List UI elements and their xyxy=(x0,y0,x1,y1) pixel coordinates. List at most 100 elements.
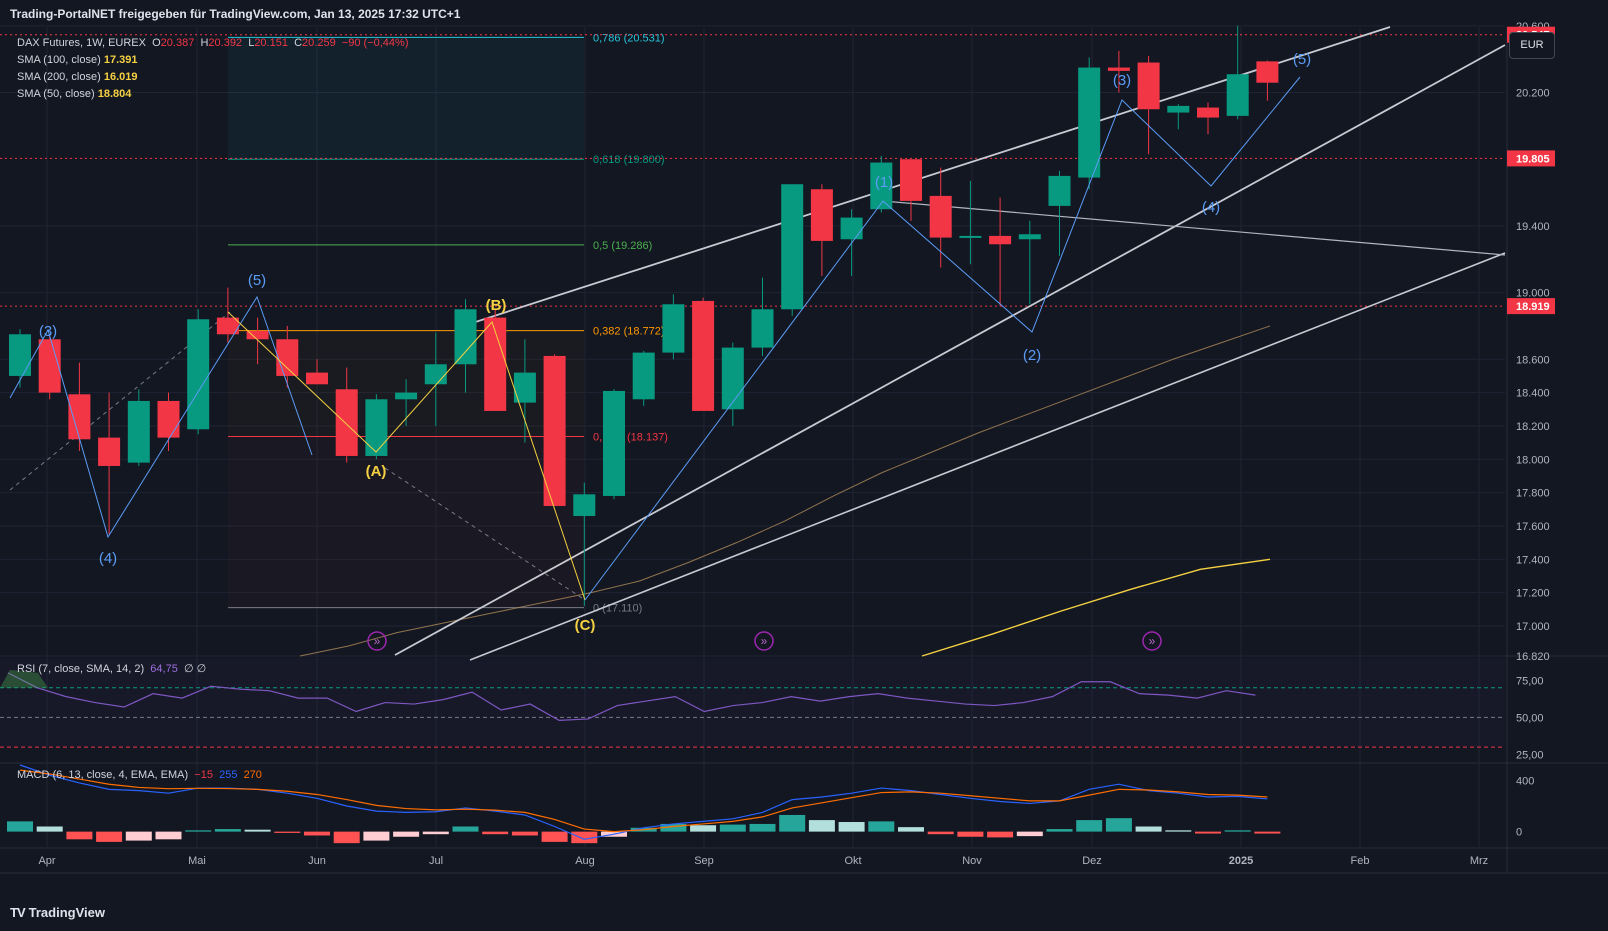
macd-histogram-bar xyxy=(749,823,776,832)
candle-body xyxy=(870,162,893,210)
rsi-legend[interactable]: RSI (7, close, SMA, 14, 2) 64,75 ∅ ∅ xyxy=(17,663,207,675)
candle-body xyxy=(632,352,655,400)
sma200-row[interactable]: SMA (200, close) 16.019 xyxy=(17,71,138,83)
ohlc-row: DAX Futures, 1W, EUREX O20.387 H20.392 L… xyxy=(17,37,409,49)
candle-body xyxy=(365,399,388,456)
price-tick-label: 16.820 xyxy=(1516,651,1550,663)
tradingview-logo[interactable]: TV TradingView xyxy=(10,905,105,920)
elliott-wave-impulse xyxy=(584,76,1301,601)
candle-body xyxy=(840,217,863,240)
candle-body xyxy=(9,334,31,376)
sma50-row[interactable]: SMA (50, close) 18.804 xyxy=(17,88,132,100)
candle-body xyxy=(276,339,299,376)
macd-histogram-bar xyxy=(274,831,301,833)
rsi-tick-label: 75,00 xyxy=(1516,675,1544,687)
macd-tick-label: 0 xyxy=(1516,827,1522,839)
candle-body xyxy=(989,235,1012,245)
event-marker-icon xyxy=(367,631,387,651)
time-axis-label: Apr xyxy=(38,855,55,867)
rsi-tick-label: 25,00 xyxy=(1516,750,1544,762)
fib-level-label: 0 (17.110) xyxy=(593,603,642,615)
macd-histogram-bar xyxy=(1195,831,1221,834)
sma100-row[interactable]: SMA (100, close) 17.391 xyxy=(17,54,138,66)
tradingview-logo-icon: TV xyxy=(10,905,26,920)
candle-body xyxy=(781,184,804,310)
wave-label: (4) xyxy=(1202,199,1220,216)
price-tick-label: 17.400 xyxy=(1516,554,1550,566)
macd-histogram-bar xyxy=(927,831,954,835)
candle-body xyxy=(603,390,625,496)
high-value: 20.392 xyxy=(208,37,243,49)
currency-button[interactable]: EUR xyxy=(1509,32,1555,59)
trendline-channel xyxy=(469,252,1506,661)
top-bar: Trading-PortalNET freigegeben für Tradin… xyxy=(0,0,1608,27)
header-text: Trading-PortalNET freigegeben für Tradin… xyxy=(10,7,461,21)
main-legend: DAX Futures, 1W, EUREX O20.387 H20.392 L… xyxy=(17,35,408,103)
trendline-wedge xyxy=(882,200,1506,256)
candle-body xyxy=(692,300,715,411)
fib-level-label: 0,5 (19.286) xyxy=(593,240,652,252)
wave-label: (3) xyxy=(39,323,57,340)
candle-body xyxy=(216,317,239,335)
macd-histogram-bar xyxy=(1254,831,1281,834)
time-axis-label: Aug xyxy=(575,855,595,867)
candle-body xyxy=(929,195,952,238)
open-value: 20.387 xyxy=(160,37,195,49)
wave-label: (C) xyxy=(575,617,596,634)
wave-label: (4) xyxy=(99,550,117,567)
price-tick-label: 18.600 xyxy=(1516,354,1550,366)
low-value: 20.151 xyxy=(254,37,288,49)
candle-body xyxy=(900,159,922,201)
macd-histogram-bar xyxy=(66,831,93,840)
rsi-band xyxy=(0,658,1505,748)
candle-body xyxy=(543,355,566,506)
symbol-label: DAX Futures, 1W, EUREX xyxy=(17,37,146,49)
trendline-lower xyxy=(394,44,1506,656)
macd-legend[interactable]: MACD (6, 13, close, 4, EMA, EMA) −15 255… xyxy=(17,769,262,781)
macd-histogram-bar xyxy=(511,831,538,836)
time-axis-label: Dez xyxy=(1082,855,1102,867)
candle-body xyxy=(573,494,596,516)
fib-level-label: (18.137) xyxy=(627,431,668,443)
candle-body xyxy=(1226,74,1249,116)
wave-label: (A) xyxy=(366,463,387,480)
event-marker-icon: » xyxy=(374,634,381,648)
fib-zone xyxy=(228,436,584,607)
time-axis-label: Jun xyxy=(308,855,326,867)
rsi-tick-label: 50,00 xyxy=(1516,712,1544,724)
price-tick-label: 17.800 xyxy=(1516,488,1550,500)
fib-level-label: 0, xyxy=(593,431,602,443)
candle-body xyxy=(662,304,685,353)
macd-histogram-bar xyxy=(214,829,241,832)
macd-histogram-bar xyxy=(1076,820,1103,832)
fib-zone xyxy=(228,37,584,160)
event-marker-icon: » xyxy=(761,634,768,648)
candle-body xyxy=(721,347,744,410)
candle-body xyxy=(246,330,269,340)
time-axis-label: Mrz xyxy=(1470,855,1488,867)
wave-label: (B) xyxy=(486,297,507,314)
price-tick-label: 17.000 xyxy=(1516,621,1550,633)
candle-body xyxy=(454,309,477,365)
macd-histogram-bar xyxy=(719,824,746,832)
candle-body xyxy=(306,372,328,385)
macd-histogram-bar xyxy=(422,831,449,835)
rsi-line xyxy=(7,672,1256,722)
wave-label: (5) xyxy=(1293,51,1311,68)
event-marker-icon: » xyxy=(1149,634,1156,648)
fib-level-label: 0,382 (18.772) xyxy=(593,326,665,338)
price-tick-label: 18.400 xyxy=(1516,388,1550,400)
candle-body xyxy=(335,389,358,456)
wave-label: (1) xyxy=(875,174,893,191)
macd-histogram-bar xyxy=(868,821,895,832)
macd-histogram-bar xyxy=(36,826,63,832)
price-level-badge xyxy=(1507,150,1555,167)
candle-body xyxy=(484,317,507,411)
price-tick-label: 18.000 xyxy=(1516,454,1550,466)
candle-body xyxy=(810,189,833,241)
candle-body xyxy=(959,235,982,238)
candle-body xyxy=(187,319,210,430)
fib-level-label: 0,618 (19.800) xyxy=(593,154,665,166)
price-tick-label: 20.200 xyxy=(1516,88,1550,100)
